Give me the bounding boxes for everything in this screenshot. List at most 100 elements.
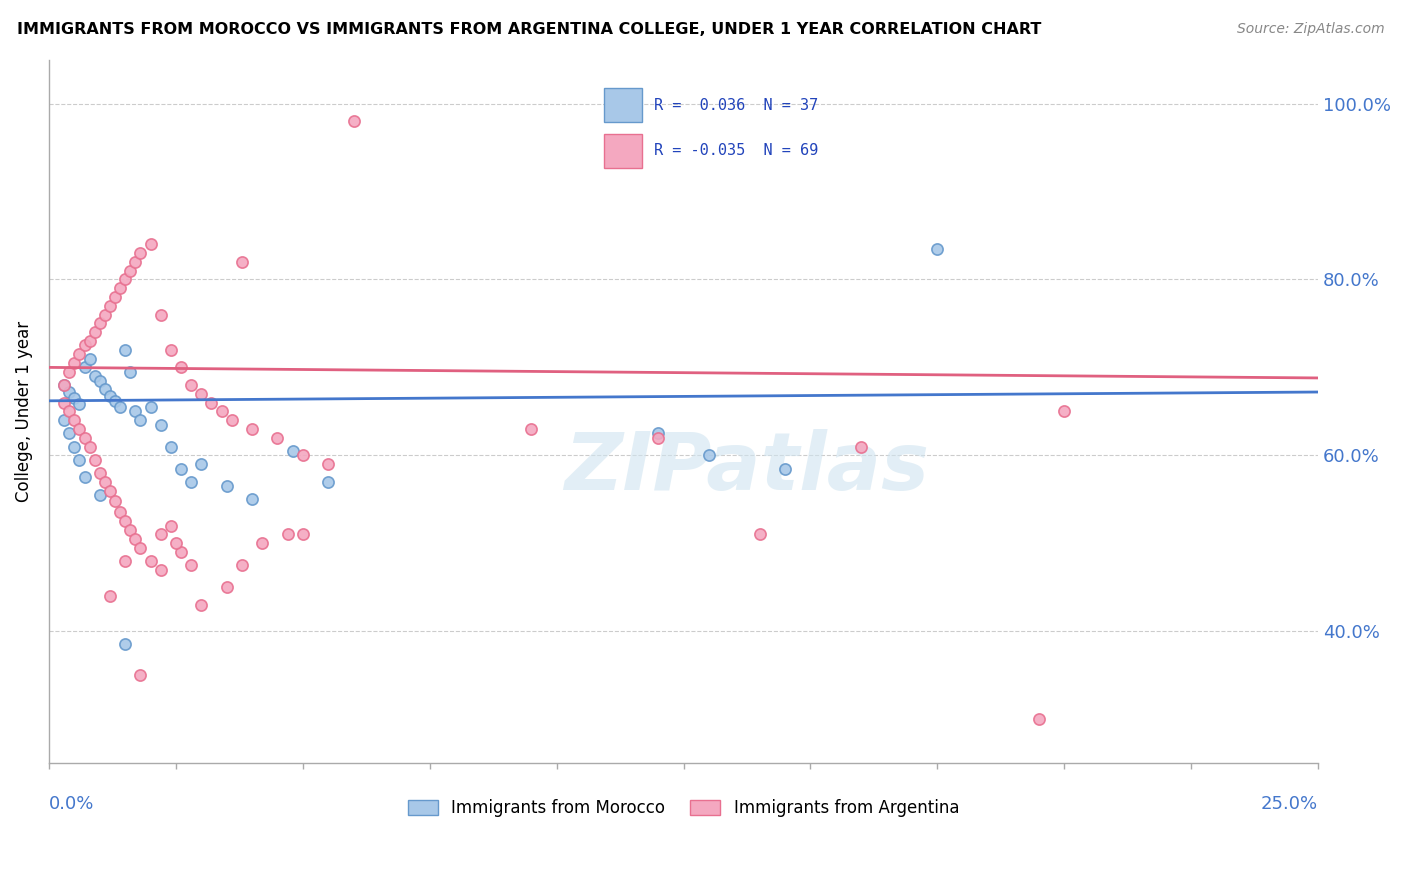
Point (129, 246, 152, 260)
Point (53, 378, 76, 392)
Point (120, 263, 142, 277)
Point (83, 452, 105, 467)
Point (114, 637, 136, 651)
Point (277, 527, 299, 541)
Point (114, 514, 136, 528)
Point (927, 242, 949, 256)
Point (149, 527, 172, 541)
Point (83, 369, 105, 384)
Point (1053, 404, 1076, 418)
Text: Source: ZipAtlas.com: Source: ZipAtlas.com (1237, 22, 1385, 37)
Point (215, 479, 238, 493)
Point (89, 488, 111, 502)
Point (266, 431, 288, 445)
Point (139, 237, 162, 252)
Point (773, 461, 796, 475)
Point (291, 448, 314, 462)
Point (89, 466, 111, 480)
Point (79, 334, 101, 348)
Point (180, 378, 202, 392)
Point (124, 255, 146, 269)
Point (748, 527, 770, 541)
Point (98, 388, 121, 402)
Point (211, 404, 233, 418)
Point (120, 365, 142, 379)
Point (98, 589, 121, 603)
Point (67, 397, 90, 411)
Point (180, 558, 202, 573)
Point (94, 308, 117, 322)
Point (73, 360, 96, 375)
Point (240, 492, 263, 507)
Point (73, 338, 96, 352)
Point (67, 452, 90, 467)
Point (63, 440, 86, 454)
Point (129, 413, 152, 427)
Point (342, 114, 364, 128)
Point (108, 506, 131, 520)
Point (58, 404, 80, 418)
Text: IMMIGRANTS FROM MOROCCO VS IMMIGRANTS FROM ARGENTINA COLLEGE, UNDER 1 YEAR CORRE: IMMIGRANTS FROM MOROCCO VS IMMIGRANTS FR… (17, 22, 1042, 37)
Point (94, 475, 117, 489)
Point (647, 426, 669, 441)
Point (114, 554, 136, 568)
Text: ZIPatlas: ZIPatlas (565, 429, 929, 507)
Point (221, 413, 243, 427)
Point (114, 272, 136, 286)
Point (58, 384, 80, 399)
Point (291, 527, 314, 541)
Point (104, 494, 127, 508)
Point (190, 598, 212, 612)
Point (190, 457, 212, 471)
Point (149, 308, 172, 322)
Point (316, 475, 339, 489)
Point (79, 440, 101, 454)
Point (124, 404, 146, 418)
Point (114, 343, 136, 357)
Y-axis label: College, Under 1 year: College, Under 1 year (15, 321, 32, 502)
Point (240, 422, 263, 436)
Point (190, 386, 212, 401)
Point (63, 413, 86, 427)
Point (180, 475, 202, 489)
Point (104, 290, 127, 304)
Point (67, 422, 90, 436)
Text: 25.0%: 25.0% (1261, 795, 1319, 813)
Point (281, 444, 304, 458)
Point (170, 461, 193, 475)
Point (124, 532, 146, 546)
Point (89, 374, 111, 388)
Point (200, 395, 222, 409)
Point (58, 426, 80, 441)
Point (149, 563, 172, 577)
Point (67, 347, 90, 361)
Point (120, 523, 142, 537)
Point (63, 356, 86, 370)
Point (170, 360, 193, 375)
Point (520, 422, 543, 436)
Text: 0.0%: 0.0% (49, 795, 94, 813)
Point (1028, 712, 1050, 726)
Point (129, 668, 152, 682)
Point (231, 558, 253, 573)
Point (159, 518, 181, 533)
Point (53, 395, 76, 409)
Point (83, 325, 105, 339)
Point (94, 383, 117, 397)
Point (139, 400, 162, 414)
Point (139, 554, 162, 568)
Point (98, 299, 121, 313)
Point (159, 343, 181, 357)
Point (79, 351, 101, 366)
Point (250, 536, 273, 550)
Point (104, 393, 127, 408)
Point (53, 378, 76, 392)
Point (63, 391, 86, 405)
Point (98, 483, 121, 498)
Point (231, 255, 253, 269)
Point (129, 541, 152, 555)
Point (73, 431, 96, 445)
Point (170, 545, 193, 559)
Point (215, 580, 238, 594)
Point (89, 317, 111, 331)
